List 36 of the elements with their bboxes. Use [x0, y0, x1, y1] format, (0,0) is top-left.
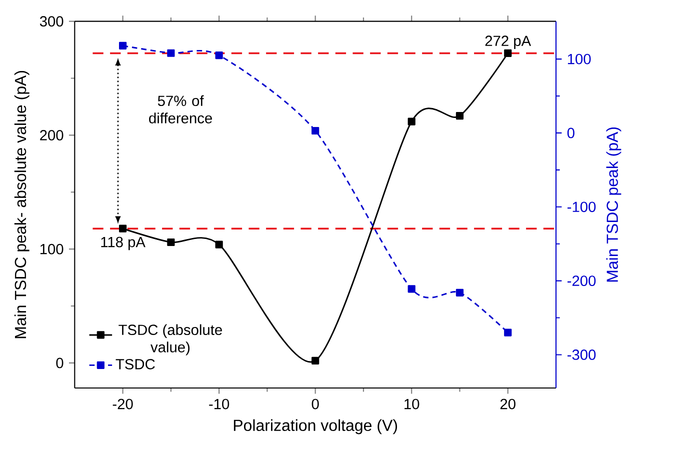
annotation: 57% of difference — [149, 95, 212, 124]
annotation: 272 pA — [485, 36, 532, 49]
point — [408, 285, 416, 293]
x-axis-title: Polarization voltage (V) — [234, 419, 398, 434]
point — [408, 118, 416, 126]
y-tick-label: 200 — [40, 130, 64, 140]
y-tick-label: 0 — [56, 358, 64, 368]
point — [119, 42, 127, 50]
x-tick-label: 0 — [312, 398, 319, 410]
point — [504, 49, 512, 58]
y2-tick-label: 100 — [568, 54, 591, 64]
y2-tick-label: -100 — [567, 202, 596, 212]
point — [456, 288, 464, 296]
point — [167, 49, 175, 57]
y2-axis-title: Main TSDC peak (pA) — [606, 127, 622, 282]
point — [312, 356, 320, 364]
point — [504, 328, 512, 336]
point — [312, 126, 320, 135]
point — [215, 52, 223, 60]
y2-tick-label: 0 — [567, 128, 574, 138]
y-axis-title: Main TSDC peak- absolute value (pA) — [14, 70, 30, 338]
y-tick-label: 100 — [40, 244, 64, 254]
x-tick-label: -10 — [209, 398, 230, 410]
x-tick-label: 20 — [500, 398, 516, 410]
y2-tick-label: -300 — [567, 350, 596, 360]
legend-label: TSDC — [116, 358, 155, 370]
x-tick-label: 10 — [404, 398, 420, 410]
annotation: 118 pA — [101, 236, 146, 250]
y-tick-label: 300 — [40, 16, 64, 27]
legend-label: TSDC (absolute value) — [118, 324, 222, 356]
y2-tick-label: -200 — [567, 276, 596, 286]
point — [119, 224, 127, 232]
x-tick-label: -20 — [112, 398, 133, 410]
point — [167, 238, 175, 246]
point — [215, 240, 223, 248]
point — [456, 112, 464, 120]
